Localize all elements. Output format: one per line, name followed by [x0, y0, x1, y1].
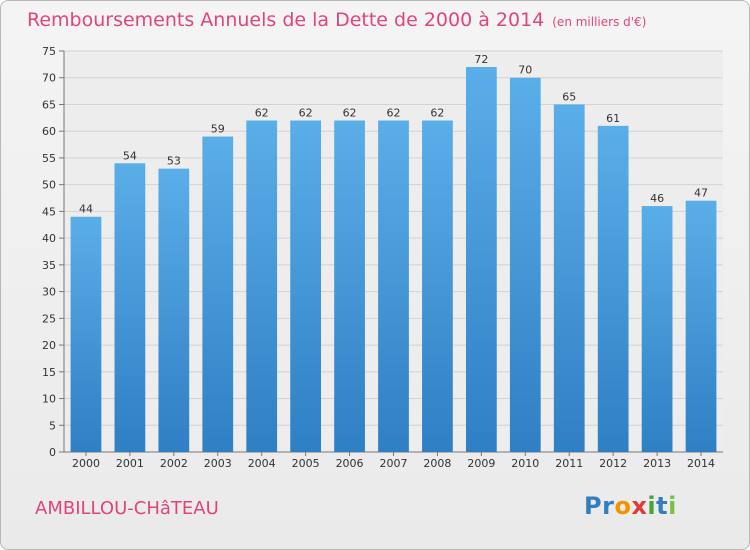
- y-tick-label: 60: [42, 125, 56, 138]
- bar: [509, 77, 541, 452]
- data-label: 62: [255, 107, 269, 120]
- x-tick-label: 2006: [336, 457, 364, 470]
- chart-unit-note: (en milliers d'€): [552, 15, 647, 29]
- y-tick-label: 30: [42, 286, 56, 299]
- y-tick-label: 45: [42, 205, 56, 218]
- data-label: 62: [343, 107, 357, 120]
- x-tick-label: 2004: [248, 457, 276, 470]
- data-label: 59: [211, 123, 225, 136]
- bar: [553, 104, 585, 452]
- y-tick-label: 35: [42, 259, 56, 272]
- chart-title-text: Remboursements Annuels de la Dette de 20…: [27, 9, 545, 31]
- x-tick-label: 2014: [687, 457, 715, 470]
- logo-letter: t: [656, 492, 669, 520]
- x-tick-label: 2002: [160, 457, 188, 470]
- x-tick-label: 2009: [467, 457, 495, 470]
- x-tick-label: 2010: [511, 457, 539, 470]
- bar: [246, 120, 278, 453]
- bar: [465, 67, 497, 452]
- y-tick-label: 50: [42, 179, 56, 192]
- logo-letter: P: [584, 492, 603, 520]
- data-label: 72: [474, 53, 488, 66]
- y-tick-label: 25: [42, 312, 56, 325]
- data-label: 65: [562, 90, 576, 103]
- x-tick-label: 2007: [380, 457, 408, 470]
- bar: [114, 163, 146, 452]
- y-tick-label: 40: [42, 232, 56, 245]
- data-label: 61: [606, 112, 620, 125]
- bar: [70, 216, 102, 452]
- bar: [158, 168, 190, 453]
- data-label: 53: [167, 155, 181, 168]
- x-tick-label: 2000: [72, 457, 100, 470]
- x-tick-label: 2003: [204, 457, 232, 470]
- logo-letter: i: [668, 492, 677, 520]
- data-label: 54: [123, 149, 137, 162]
- bar: [378, 120, 409, 453]
- logo-letter: o: [614, 492, 632, 520]
- logo-letter: r: [602, 492, 615, 520]
- bar: [290, 120, 322, 453]
- logo-letter: i: [647, 492, 657, 520]
- chart-title: Remboursements Annuels de la Dette de 20…: [27, 9, 646, 31]
- bar: [334, 120, 365, 453]
- logo-letter: x: [631, 492, 648, 520]
- data-label: 70: [518, 64, 532, 77]
- data-label: 46: [650, 192, 664, 205]
- bar: [685, 200, 717, 452]
- y-tick-label: 75: [42, 45, 56, 58]
- commune-name: AMBILLOU-CHâTEAU: [35, 498, 219, 519]
- data-label: 62: [387, 107, 401, 120]
- data-label: 44: [79, 203, 93, 216]
- y-tick-label: 20: [42, 339, 56, 352]
- x-tick-label: 2008: [423, 457, 451, 470]
- x-tick-label: 2005: [292, 457, 320, 470]
- bar: [641, 206, 673, 452]
- proxiti-logo: Proxiti: [584, 492, 677, 520]
- x-tick-label: 2001: [116, 457, 144, 470]
- data-label: 62: [299, 107, 313, 120]
- bar: [202, 136, 234, 452]
- x-tick-label: 2011: [555, 457, 583, 470]
- y-tick-label: 0: [49, 446, 56, 459]
- data-label: 62: [430, 107, 444, 120]
- y-tick-label: 70: [42, 72, 56, 85]
- data-label: 47: [694, 187, 708, 200]
- bar: [422, 120, 453, 453]
- bar: [597, 125, 629, 452]
- y-tick-label: 15: [42, 366, 56, 379]
- y-tick-label: 5: [49, 419, 56, 432]
- y-tick-label: 65: [42, 98, 56, 111]
- y-tick-label: 10: [42, 393, 56, 406]
- y-tick-label: 55: [42, 152, 56, 165]
- x-tick-label: 2012: [599, 457, 627, 470]
- x-tick-label: 2013: [643, 457, 671, 470]
